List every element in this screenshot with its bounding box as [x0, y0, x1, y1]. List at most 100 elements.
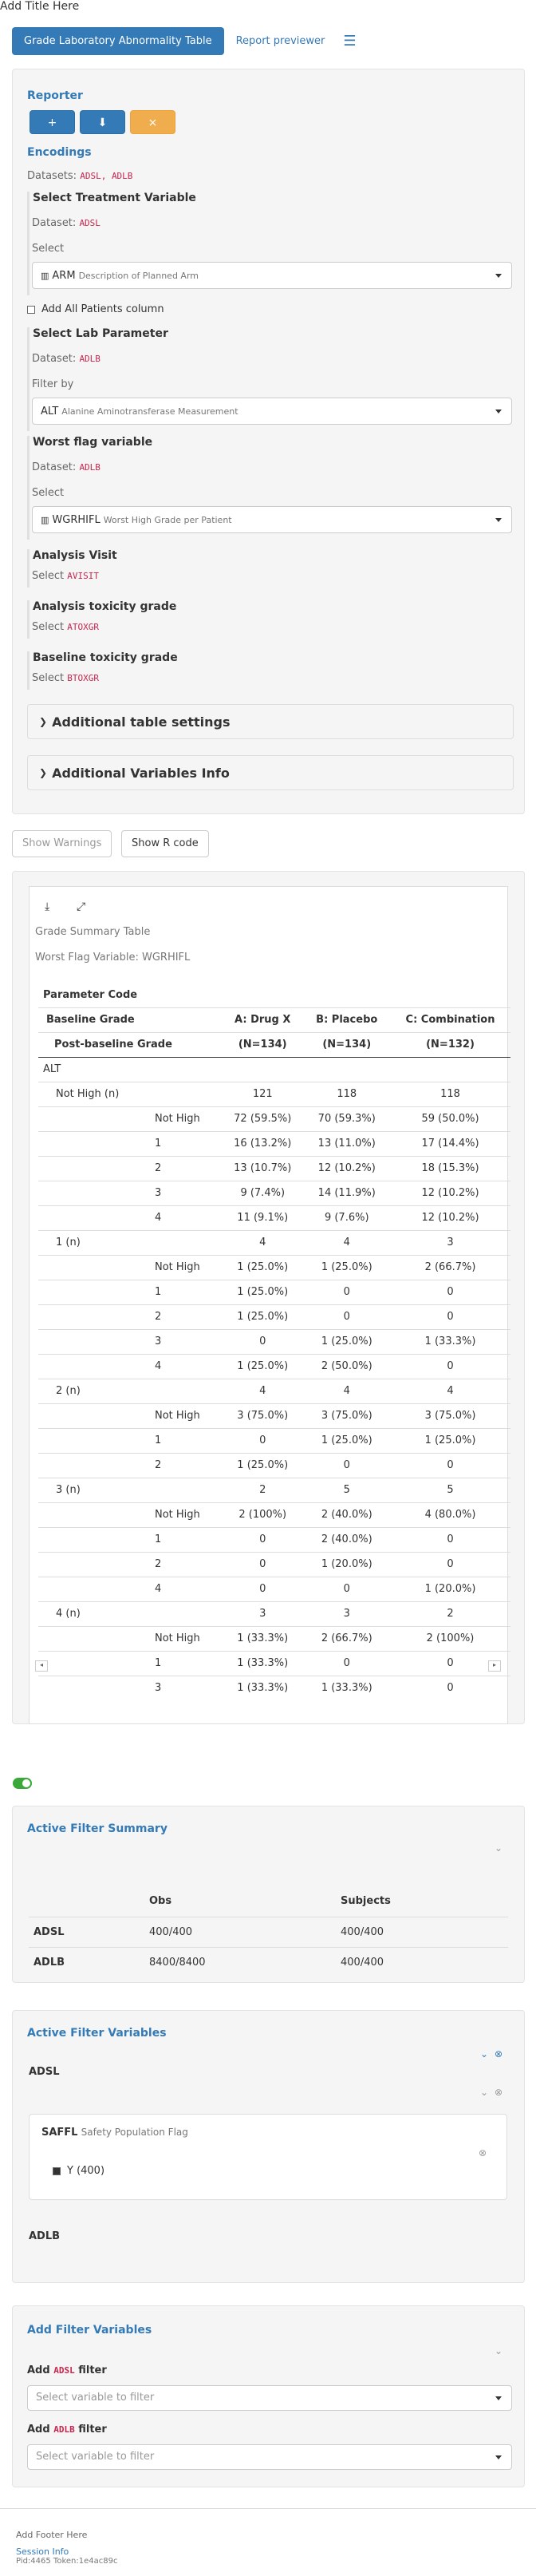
placebo-cell: 70 (59.3%): [303, 1106, 391, 1131]
post-grade-cell: [150, 1229, 222, 1255]
grade-summary-table: Parameter Code Baseline Grade A: Drug X …: [38, 983, 510, 1700]
treatment-block: Select Treatment Variable Dataset: ADSL …: [27, 192, 514, 295]
baseline-cell: [38, 1106, 150, 1131]
analysis-visit-title: Analysis Visit: [33, 549, 117, 562]
tab-grade-table[interactable]: Grade Laboratory Abnormality Table: [12, 27, 224, 55]
download-icon[interactable]: ⤓: [45, 900, 50, 913]
show-warnings-button[interactable]: Show Warnings: [12, 830, 112, 857]
header-baseline: Baseline Grade: [38, 1007, 222, 1032]
post-grade-cell: 1: [150, 1279, 222, 1304]
lab-param-block: Select Lab Parameter Dataset: ADLB Filte…: [27, 327, 514, 431]
adlb-filter-select[interactable]: Select variable to filter: [27, 2444, 512, 2470]
datasets-line: Datasets: ADSL, ADLB: [27, 170, 132, 182]
drug-x-cell: 0: [222, 1576, 304, 1601]
placebo-cell: 1 (33.3%): [303, 1675, 391, 1700]
drug-x-cell: 2 (100%): [222, 1502, 304, 1527]
param-label: ALT: [38, 1056, 510, 1082]
combination-cell: 4: [390, 1378, 510, 1403]
baseline-cell: [38, 1576, 150, 1601]
reporter-title: Reporter: [27, 89, 83, 102]
additional-settings-panel[interactable]: ❯ Additional table settings: [27, 704, 514, 739]
all-patients-checkbox[interactable]: Add All Patients column: [27, 303, 164, 315]
remove-all-icon[interactable]: ⊗: [495, 2048, 503, 2060]
baseline-cell: [38, 1625, 150, 1651]
drug-x-cell: 72 (59.5%): [222, 1106, 304, 1131]
scroll-left-icon[interactable]: ◂: [35, 1660, 48, 1672]
post-grade-cell: 1: [150, 1526, 222, 1552]
table-header-row: Baseline Grade A: Drug X B: Placebo C: C…: [38, 1007, 510, 1032]
baseline-cell: [38, 1675, 150, 1700]
post-grade-cell: 3: [150, 1675, 222, 1700]
combination-cell: 59 (50.0%): [390, 1106, 510, 1131]
table-row: Not High 72 (59.5%) 70 (59.3%) 59 (50.0%): [38, 1106, 510, 1131]
session-info-link[interactable]: Session Info: [16, 2546, 69, 2557]
filter-panel-toggle[interactable]: [13, 1778, 32, 1789]
header-col-a: A: Drug X: [222, 1007, 304, 1032]
reset-report-button[interactable]: ×: [130, 110, 175, 134]
chevron-down-icon[interactable]: ⌄: [495, 2345, 503, 2356]
hamburger-icon[interactable]: ☰: [343, 33, 357, 49]
table-header-row: Post-baseline Grade (N=134) (N=134) (N=1…: [38, 1031, 510, 1058]
placebo-cell: 4: [303, 1378, 391, 1403]
additional-vars-panel[interactable]: ❯ Additional Variables Info: [27, 755, 514, 790]
table-row: 4 (n) 3 3 2: [38, 1601, 510, 1626]
download-report-button[interactable]: ⬇: [80, 110, 125, 134]
chevron-down-icon[interactable]: ⌄: [495, 1842, 503, 1854]
show-r-code-button[interactable]: Show R code: [121, 830, 209, 857]
table-row: Not High 2 (100%) 2 (40.0%) 4 (80.0%): [38, 1502, 510, 1527]
drug-x-cell: 0: [222, 1328, 304, 1354]
checkbox-icon: [27, 305, 35, 314]
categorical-icon: ▥: [41, 270, 49, 281]
add-card-button[interactable]: +: [30, 110, 75, 134]
download-icon: ⬇: [97, 117, 108, 129]
lab-param-select[interactable]: ALT Alanine Aminotransferase Measurement: [32, 398, 512, 425]
remove-saffl-icon[interactable]: ⊗: [479, 2147, 487, 2159]
expand-icon[interactable]: ⤢: [77, 900, 86, 913]
saffl-value: Y (400): [67, 2165, 105, 2177]
header-n-b: (N=134): [303, 1031, 391, 1058]
placebo-cell: 12 (10.2%): [303, 1155, 391, 1181]
plus-icon: +: [47, 117, 57, 129]
worst-flag-dataset-line: Dataset: ADLB: [32, 461, 100, 473]
categorical-icon: ▥: [41, 514, 49, 525]
scroll-right-icon[interactable]: ▸: [488, 1660, 501, 1672]
adsl-filter-select[interactable]: Select variable to filter: [27, 2385, 512, 2411]
remove-adsl-icon[interactable]: ⊗: [495, 2087, 503, 2098]
drug-x-cell: 4: [222, 1229, 304, 1255]
chevron-down-icon[interactable]: ⌄: [480, 2087, 489, 2098]
placebo-cell: 3: [303, 1601, 391, 1626]
post-grade-cell: [150, 1477, 222, 1502]
analysis-tox-select-label: Select: [32, 621, 65, 633]
combination-cell: 12 (10.2%): [390, 1205, 510, 1230]
tab-report-previewer[interactable]: Report previewer: [235, 35, 325, 47]
summary-row-name: ADLB: [29, 1946, 144, 1977]
summary-row-name: ADSL: [29, 1916, 144, 1947]
combination-cell: 0: [390, 1551, 510, 1577]
saffl-option[interactable]: Y (400): [53, 2165, 104, 2177]
baseline-tox-title: Baseline toxicity grade: [33, 651, 178, 664]
treatment-value: ARM: [52, 269, 76, 282]
add-adsl-code: ADSL: [53, 2365, 75, 2376]
chevron-down-icon[interactable]: ⌄: [480, 2048, 489, 2060]
drug-x-cell: 0: [222, 1427, 304, 1453]
post-grade-cell: 4: [150, 1205, 222, 1230]
add-adlb-suffix: filter: [78, 2424, 107, 2436]
drug-x-cell: 11 (9.1%): [222, 1205, 304, 1230]
worst-flag-select[interactable]: ▥ WGRHIFL Worst High Grade per Patient: [32, 506, 512, 533]
baseline-cell: [38, 1205, 150, 1230]
saffl-desc: Safety Population Flag: [81, 2127, 188, 2138]
baseline-cell: 2 (n): [38, 1378, 150, 1403]
treatment-select[interactable]: ▥ ARM Description of Planned Arm: [32, 262, 512, 289]
combination-cell: 0: [390, 1279, 510, 1304]
filter-summary-title: Active Filter Summary: [27, 1822, 168, 1835]
post-grade-cell: Not High: [150, 1502, 222, 1527]
adlb-label: ADLB: [29, 2230, 61, 2242]
placebo-cell: 1 (25.0%): [303, 1427, 391, 1453]
table-row: ADSL 400/400 400/400: [29, 1916, 508, 1947]
encodings-panel: [12, 69, 525, 814]
baseline-cell: [38, 1304, 150, 1329]
post-grade-cell: 3: [150, 1180, 222, 1205]
